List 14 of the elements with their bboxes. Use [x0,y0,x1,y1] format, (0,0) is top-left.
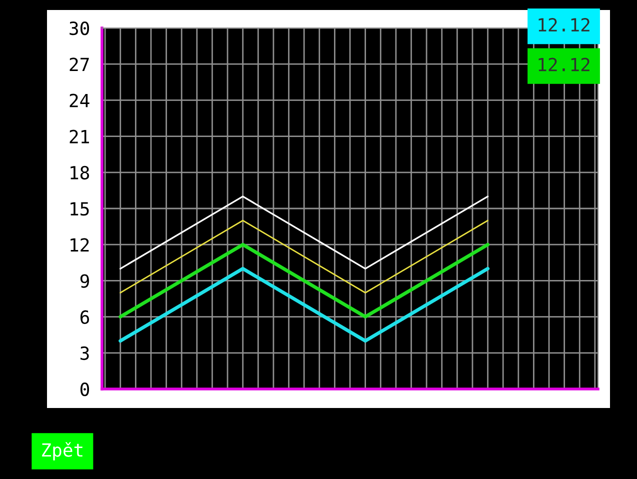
y-tick-label: 21 [70,130,89,144]
text: Zpět [42,442,82,460]
annotation: 12.12 [538,58,590,72]
y-tick-label: 3 [80,346,89,360]
y-tick-label: 24 [70,94,90,108]
annotation: 12.12 [538,18,590,32]
y-tick-label: 18 [70,166,90,180]
y-tick-label: 12 [70,238,89,252]
y-tick-label: 6 [80,310,90,324]
y-tick-label: 15 [70,202,89,216]
y-tick-label: 0 [80,382,90,396]
y-tick-label: 9 [80,274,89,288]
y-tick-label: 27 [70,58,89,72]
y-tick-label: 30 [70,22,90,36]
